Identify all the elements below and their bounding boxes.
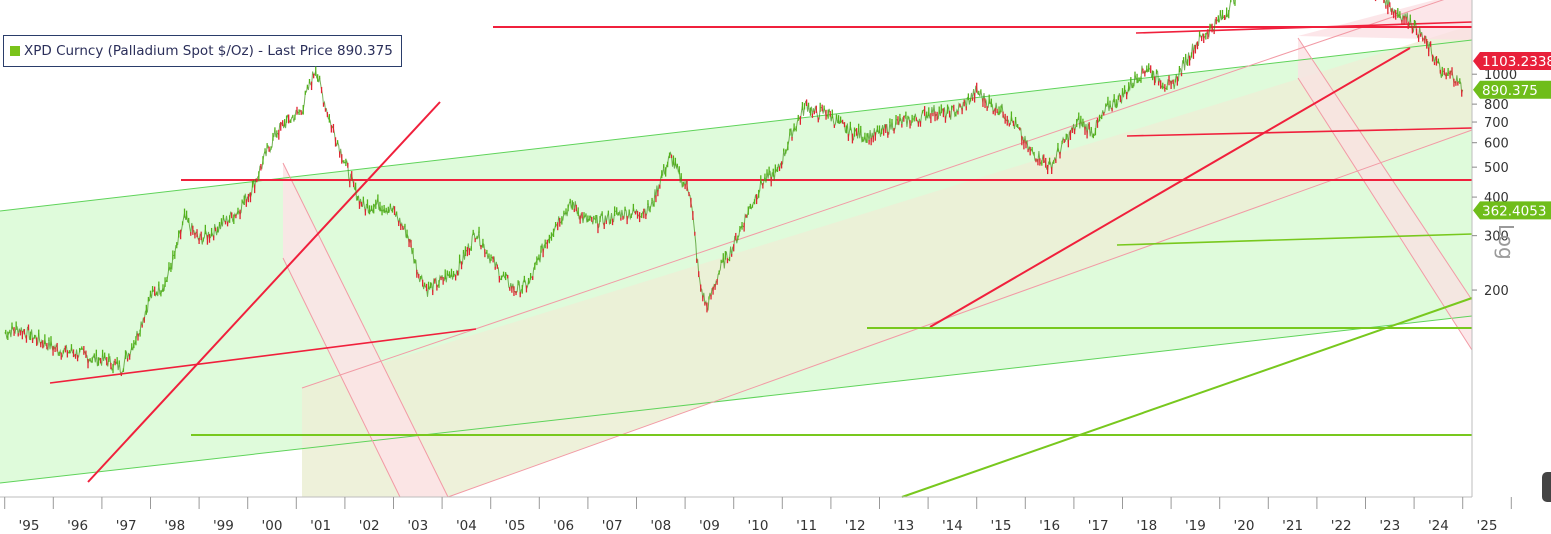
price-label-box	[1473, 80, 1551, 99]
x-tick-label: '95	[19, 518, 40, 534]
x-tick-label: '08	[650, 518, 671, 534]
x-tick-label: '02	[359, 518, 380, 534]
x-tick-label: '24	[1428, 518, 1449, 534]
x-tick-label: '05	[505, 518, 526, 534]
x-tick-label: '12	[845, 518, 866, 534]
y-tick-label: 200	[1484, 284, 1509, 299]
channel-border-5	[282, 162, 449, 498]
channel-border-7	[1297, 37, 1473, 301]
x-tick-label: '22	[1331, 518, 1352, 534]
x-tick-label: '25	[1477, 518, 1498, 534]
falling-channel-2020s	[1298, 38, 1472, 350]
channel-border-1	[0, 39, 1473, 212]
red-rising-trend-2014	[929, 47, 1411, 328]
price-label-text: 1103.2338	[1482, 54, 1551, 70]
mid-trend-line	[1126, 127, 1473, 137]
price-label-box	[1473, 201, 1551, 220]
channel-border-8	[1297, 77, 1473, 351]
channel-border-6	[282, 257, 401, 498]
x-tick-label: '19	[1185, 518, 1206, 534]
x-tick-label: '03	[407, 518, 428, 534]
x-tick-label: '97	[116, 518, 137, 534]
x-tick-label: '96	[67, 518, 88, 534]
x-tick-label: '00	[262, 518, 283, 534]
channel-border-3	[301, 0, 1445, 389]
y-tick-label: 800	[1484, 98, 1509, 113]
legend-text: XPD Curncy (Palladium Spot $/Oz) - Last …	[24, 43, 393, 59]
x-tick-label: '04	[456, 518, 477, 534]
x-tick-label: '06	[553, 518, 574, 534]
price-label-text: 890.375	[1482, 83, 1538, 99]
x-tick-label: '13	[893, 518, 914, 534]
x-tick-label: '20	[1234, 518, 1255, 534]
x-tick-label: '09	[699, 518, 720, 534]
green-rising-trend	[901, 297, 1473, 498]
channel-border-2	[0, 315, 1473, 484]
green-trend-line-700	[1116, 233, 1473, 246]
x-tick-label: '15	[991, 518, 1012, 534]
x-tick-label: '23	[1379, 518, 1400, 534]
y-tick-label: 700	[1484, 116, 1509, 131]
main-rising-channel	[302, 25, 1472, 497]
y-tick-label: 1000	[1484, 68, 1517, 83]
x-tick-label: '17	[1088, 518, 1109, 534]
panel-edge-handle[interactable]	[1542, 472, 1551, 502]
x-tick-label: '18	[1136, 518, 1157, 534]
trend-lines	[0, 0, 1473, 498]
y-tick-label: 300	[1484, 230, 1509, 245]
y-tick-label: 600	[1484, 137, 1509, 152]
price-series	[4, 0, 1464, 377]
x-tick-label: '21	[1282, 518, 1303, 534]
price-label-box	[1473, 52, 1551, 71]
x-tick-label: '14	[942, 518, 963, 534]
x-tick-label: '16	[1039, 518, 1060, 534]
x-tick-label: '98	[164, 518, 185, 534]
red-rising-trend-1996	[87, 101, 441, 483]
y-axis-scale-label: Log	[1494, 224, 1518, 260]
channel-fills	[0, 0, 1472, 497]
x-tick-label: '07	[602, 518, 623, 534]
y-tick-label: 500	[1484, 161, 1509, 176]
price-label-text: 362.4053	[1482, 203, 1546, 219]
x-tick-label: '01	[310, 518, 331, 534]
x-tick-label: '11	[796, 518, 817, 534]
axes: 4000300020001000800700600500400300200'95…	[0, 0, 1517, 534]
legend-swatch	[10, 46, 20, 56]
chart-legend: XPD Curncy (Palladium Spot $/Oz) - Last …	[3, 35, 402, 67]
x-tick-label: '10	[748, 518, 769, 534]
x-tick-label: '99	[213, 518, 234, 534]
